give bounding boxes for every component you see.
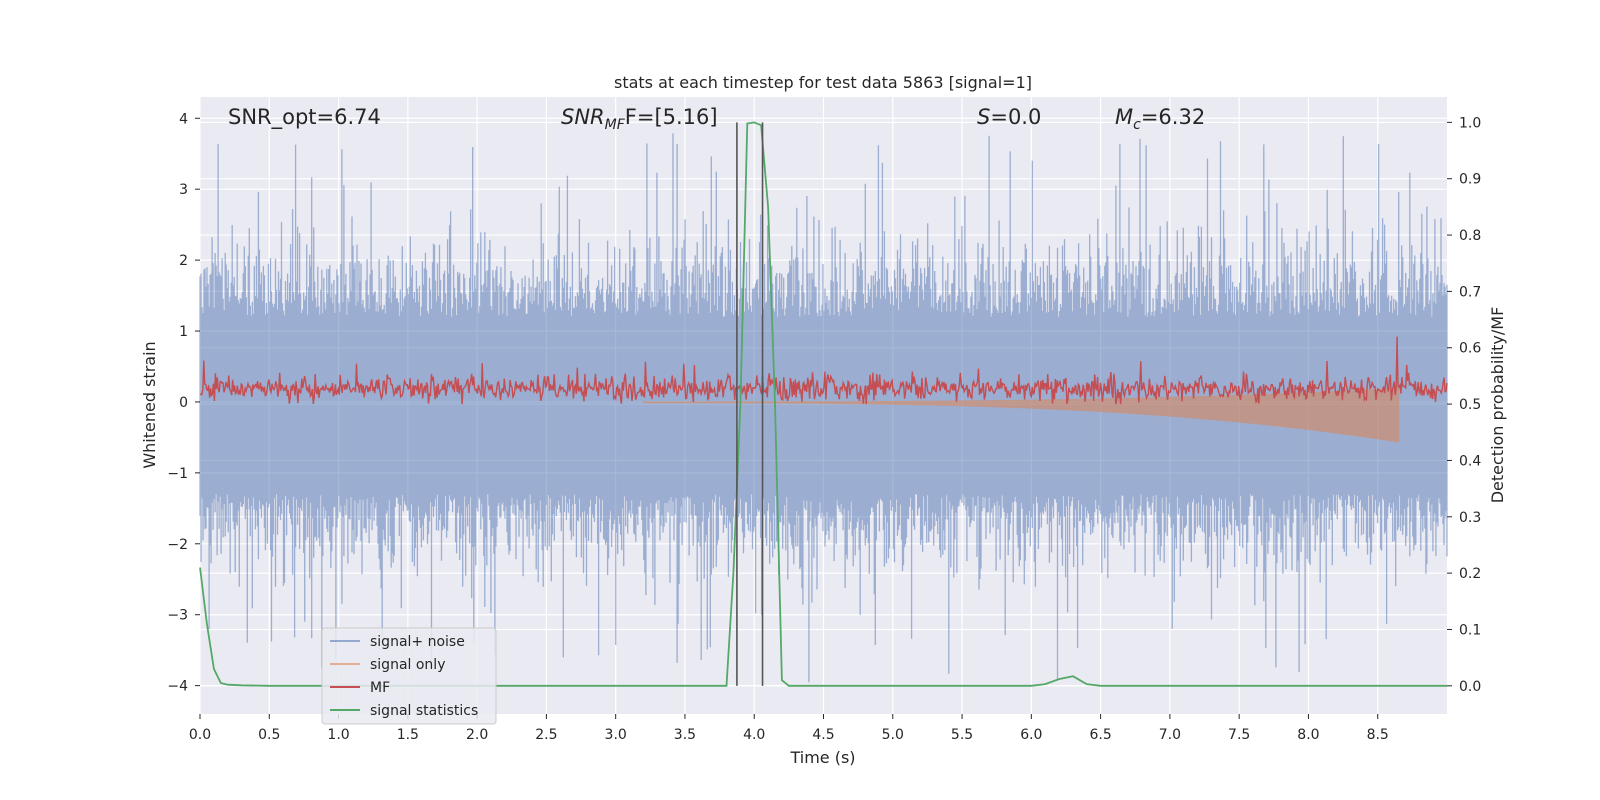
series-mf xyxy=(199,336,1448,405)
chart-title: stats at each timestep for test data 586… xyxy=(614,73,1032,92)
x-tick-label: 5.0 xyxy=(882,727,904,743)
y-right-tick-label: 0.3 xyxy=(1459,510,1481,526)
x-tick-label: 0.0 xyxy=(189,727,211,743)
annotation-snr-mf-sub: MF xyxy=(605,117,626,133)
y-left-tick-label: 4 xyxy=(179,111,188,127)
x-tick-label: 5.5 xyxy=(951,727,973,743)
x-tick-label: 2.0 xyxy=(466,727,488,743)
x-tick-label: 3.5 xyxy=(674,727,696,743)
annotation-s-main: S xyxy=(977,105,990,129)
x-tick-label: 0.5 xyxy=(258,727,280,743)
x-tick-label: 7.0 xyxy=(1159,727,1181,743)
y-left-tick-label: −2 xyxy=(167,537,188,553)
x-tick-label: 1.5 xyxy=(397,727,419,743)
legend-box xyxy=(321,627,497,725)
y-right-tick-label: 0.8 xyxy=(1459,228,1481,244)
x-tick-label: 3.0 xyxy=(605,727,627,743)
annotation-snr-mf-rest: F=[5.16] xyxy=(625,105,718,129)
y-left-tick-label: −4 xyxy=(167,679,188,695)
x-axis-label: Time (s) xyxy=(789,748,855,767)
annotation-snr-mf-main: SNR xyxy=(561,105,605,129)
y-right-tick-label: 0.9 xyxy=(1459,172,1481,188)
x-tick-label: 2.5 xyxy=(535,727,557,743)
x-tick-label: 4.5 xyxy=(812,727,834,743)
legend-label-signal-noise: signal+ noise xyxy=(370,634,465,650)
annotation-mc-sub: c xyxy=(1133,117,1141,133)
y-right-tick-label: 0.1 xyxy=(1459,622,1481,638)
y-right-tick-label: 0.2 xyxy=(1459,566,1481,582)
y-right-tick-label: 0.5 xyxy=(1459,397,1481,413)
x-tick-label: 8.5 xyxy=(1367,727,1389,743)
y-axis-label-right: Detection probability/MF xyxy=(1488,307,1507,504)
y-right-tick-label: 1.0 xyxy=(1459,115,1481,131)
annotation-snr-mf: SNRMFF=[5.16] xyxy=(561,105,718,133)
legend-label-signal-only: signal only xyxy=(370,657,445,673)
y-axis-label-left: Whitened strain xyxy=(140,341,159,468)
y-right-tick-label: 0.7 xyxy=(1459,284,1481,300)
legend-label-signal-statistics: signal statistics xyxy=(370,703,478,719)
annotation-mc-rest: =6.32 xyxy=(1141,105,1205,129)
y-right-tick-label: 0.4 xyxy=(1459,453,1481,469)
series-signal-statistics xyxy=(199,121,1447,687)
y-left-tick-label: 0 xyxy=(179,395,188,411)
x-tick-label: 8.0 xyxy=(1297,727,1319,743)
x-tick-label: 7.5 xyxy=(1228,727,1250,743)
y-left-tick-label: −1 xyxy=(167,466,188,482)
annotation-s: S=0.0 xyxy=(977,105,1041,129)
series-signal-only xyxy=(642,387,1400,443)
y-right-tick-label: 0.6 xyxy=(1459,341,1481,357)
annotation-mc: Mc=6.32 xyxy=(1115,105,1205,133)
y-left-tick-label: 1 xyxy=(179,324,188,340)
legend-label-mf: MF xyxy=(370,680,390,696)
series-layer xyxy=(199,121,1448,687)
annotation-mc-main: M xyxy=(1115,105,1133,129)
annotation-s-rest: =0.0 xyxy=(990,105,1041,129)
annotation-snr-opt: SNR_opt=6.74 xyxy=(228,105,381,130)
x-tick-label: 6.5 xyxy=(1089,727,1111,743)
y-left-tick-label: 2 xyxy=(179,253,188,269)
x-tick-label: 4.0 xyxy=(743,727,765,743)
legend: signal+ noise signal only MF signal stat… xyxy=(321,627,497,725)
x-tick-label: 6.0 xyxy=(1020,727,1042,743)
x-tick-label: 1.0 xyxy=(327,727,349,743)
y-left-tick-label: 3 xyxy=(179,182,188,198)
axes-layer: 0.0 0.5 1.0 1.5 2.0 2.5 3.0 3.5 4.0 4.5 5.0 5.5 6.0 6… xyxy=(167,111,1481,743)
y-left-tick-label: −3 xyxy=(167,608,188,624)
y-right-tick-label: 0.0 xyxy=(1459,679,1481,695)
